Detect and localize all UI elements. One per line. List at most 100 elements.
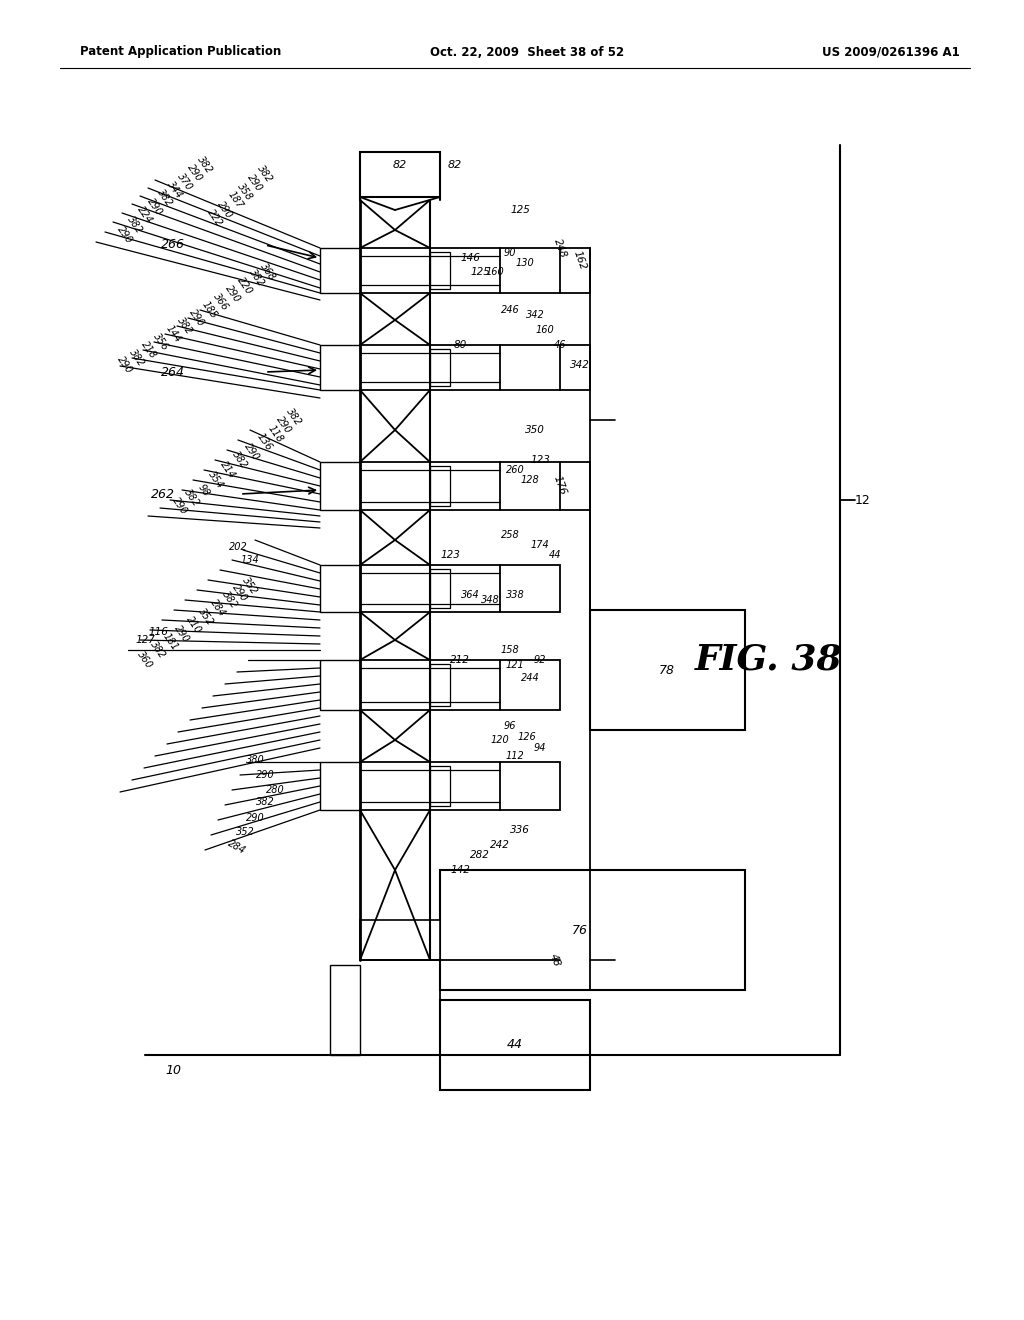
Text: 202: 202 (228, 543, 248, 552)
Text: 130: 130 (516, 257, 535, 268)
Text: 146: 146 (460, 253, 480, 263)
Text: 382: 382 (182, 487, 202, 508)
Bar (330, 965, 360, 1055)
Text: 380: 380 (246, 755, 264, 766)
Text: 162: 162 (571, 249, 588, 271)
Text: 382: 382 (256, 164, 274, 185)
Text: 160: 160 (485, 267, 505, 277)
Text: 48: 48 (548, 952, 562, 968)
Text: 44: 44 (549, 550, 561, 560)
Text: 290: 290 (246, 813, 264, 822)
Text: 290: 290 (215, 199, 234, 220)
Text: 123: 123 (440, 550, 460, 560)
Text: 136: 136 (255, 432, 273, 453)
Bar (500, 660, 560, 710)
Text: 342: 342 (525, 310, 545, 319)
Bar (430, 569, 450, 609)
Bar (430, 348, 450, 385)
Bar (500, 248, 560, 293)
Text: 90: 90 (504, 248, 516, 257)
Text: 370: 370 (175, 172, 195, 193)
Text: 266: 266 (161, 239, 185, 252)
Text: 262: 262 (151, 487, 175, 500)
Text: 242: 242 (490, 840, 510, 850)
Text: 352: 352 (236, 828, 254, 837)
Text: 218: 218 (139, 339, 159, 360)
Bar (590, 610, 745, 730)
Bar (500, 462, 560, 510)
Bar (440, 870, 745, 990)
Text: 352: 352 (197, 606, 215, 627)
Bar (500, 762, 560, 810)
Text: 382: 382 (128, 347, 146, 368)
Text: 260: 260 (506, 465, 524, 475)
Text: 96: 96 (504, 721, 516, 731)
Bar (319, 248, 360, 293)
Bar (319, 345, 360, 389)
Text: 212: 212 (451, 655, 470, 665)
Text: US 2009/0261396 A1: US 2009/0261396 A1 (822, 45, 961, 58)
Text: 92: 92 (534, 655, 546, 665)
Bar (360, 152, 440, 197)
Text: 82: 82 (393, 160, 408, 170)
Text: 185: 185 (200, 300, 218, 321)
Text: 290: 290 (256, 770, 274, 780)
Bar (319, 565, 360, 612)
Text: 76: 76 (572, 924, 588, 936)
Text: 128: 128 (520, 475, 540, 484)
Text: 382: 382 (256, 797, 274, 807)
Text: 121: 121 (506, 660, 524, 671)
Bar (500, 565, 560, 612)
Text: 366: 366 (212, 292, 230, 313)
Text: 280: 280 (265, 785, 285, 795)
Text: 382: 382 (285, 407, 303, 428)
Bar (430, 466, 450, 506)
Text: 290: 290 (172, 623, 191, 644)
Text: 123: 123 (530, 455, 550, 465)
Bar (319, 660, 360, 710)
Text: 358: 358 (236, 181, 255, 202)
Text: 290: 290 (185, 162, 205, 183)
Text: 382: 382 (148, 639, 168, 660)
Text: 382: 382 (126, 214, 144, 235)
Text: 187: 187 (225, 190, 245, 211)
Text: 336: 336 (510, 825, 530, 836)
Text: 98: 98 (197, 482, 212, 498)
Text: 290: 290 (223, 284, 243, 305)
Text: 360: 360 (135, 649, 155, 671)
Text: 368: 368 (258, 261, 278, 282)
Text: 354: 354 (207, 470, 225, 491)
Text: 382: 382 (156, 187, 174, 209)
Bar (319, 462, 360, 510)
Bar (430, 766, 450, 807)
Text: 248: 248 (552, 238, 568, 259)
Text: 382: 382 (196, 154, 214, 176)
Text: 142: 142 (451, 865, 470, 875)
Text: 344: 344 (166, 180, 184, 201)
Text: Oct. 22, 2009  Sheet 38 of 52: Oct. 22, 2009 Sheet 38 of 52 (430, 45, 624, 58)
Text: 134: 134 (241, 554, 259, 565)
Text: 290: 290 (246, 173, 264, 194)
Text: 290: 290 (171, 495, 189, 516)
Text: 282: 282 (470, 850, 489, 861)
Text: 352: 352 (241, 576, 259, 597)
Text: 264: 264 (161, 366, 185, 379)
Bar (430, 664, 450, 706)
Text: 12: 12 (855, 494, 870, 507)
Text: 78: 78 (659, 664, 675, 676)
Bar (440, 1001, 590, 1090)
Text: 82: 82 (447, 160, 462, 170)
Text: 356: 356 (152, 331, 170, 352)
Text: 176: 176 (552, 474, 568, 496)
Text: 174: 174 (530, 540, 549, 550)
Text: 126: 126 (517, 733, 537, 742)
Bar (319, 762, 360, 810)
Text: 290: 290 (243, 441, 261, 462)
Text: 382: 382 (248, 268, 266, 289)
Text: 290: 290 (116, 355, 134, 376)
Text: 181: 181 (161, 631, 179, 652)
Text: 284: 284 (226, 838, 248, 855)
Text: 342: 342 (570, 360, 590, 370)
Text: 290: 290 (116, 224, 134, 246)
Text: 160: 160 (536, 325, 554, 335)
